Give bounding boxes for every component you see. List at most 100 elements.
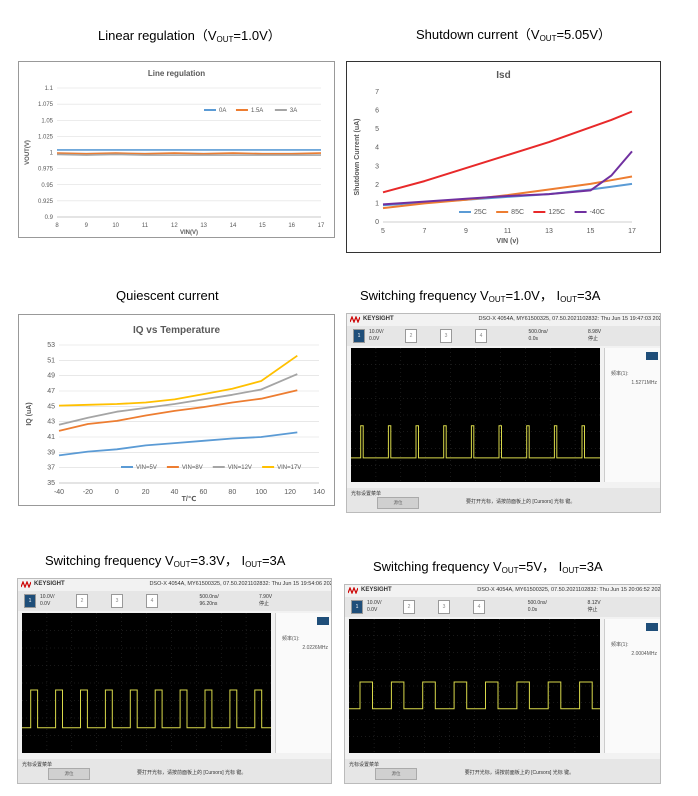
- linereg-legend-label: 1.5A: [251, 108, 263, 114]
- scope-toolbar: 1 10.0V/0.0V 2 3 4 500.0ns/0.0s 8.12V 停止: [345, 597, 660, 617]
- cursor-hint: 要打开光标，请按前面板上的 [Cursors] 光标 键。: [464, 770, 575, 776]
- linereg-xtick-label: 13: [200, 223, 207, 229]
- iq-title: IQ vs Temperature: [133, 325, 221, 336]
- iq-legend-label: VIN=12V: [228, 465, 252, 471]
- iq-chart-panel: IQ vs Temperature 35 37 39 41 43 45 47 49 51 53 -40…: [18, 314, 335, 506]
- scope-header: KEYSIGHT DSO-X 4054A, MY61500325, 07.50.2…: [18, 579, 331, 591]
- isd-ytick-label: 5: [375, 126, 379, 133]
- linereg-ytick-label: 0.9: [45, 215, 54, 221]
- channel-1-button[interactable]: 1: [351, 600, 363, 614]
- linereg-xlabel: VIN(V): [180, 230, 198, 236]
- frequency-readout: 1.5271MHz: [631, 380, 657, 386]
- iq-series-vin-8v: [58, 389, 298, 432]
- isd-legend-label: 25C: [474, 209, 487, 216]
- line-regulation-chart-panel: Line regulation 0.9 0.925 0.95 0.975 1 1.025 1.…: [18, 61, 335, 238]
- scope-brand: KEYSIGHT: [363, 316, 394, 322]
- isd-ytick-label: 6: [375, 108, 379, 115]
- isd-ytick-label: 1: [375, 200, 379, 207]
- measure-menu-button[interactable]: [317, 617, 329, 625]
- iq-ytick-label: 51: [47, 357, 55, 364]
- isd-legend-label: 85C: [511, 209, 524, 216]
- cursor-source-button[interactable]: 源位: [377, 497, 419, 509]
- scope-trace: [349, 619, 600, 753]
- scope-footer: 光标设置菜单 源位 要打开光标，请按前面板上的 [Cursors] 光标 键。: [345, 759, 660, 783]
- keysight-wave-icon: [347, 586, 359, 595]
- iq-ytick-label: 41: [47, 434, 55, 441]
- caption-linear-regulation: Linear regulation（VOUT=1.0V）: [98, 28, 281, 44]
- measure-menu-button[interactable]: [646, 352, 658, 360]
- isd-xlabel: VIN (v): [496, 238, 518, 245]
- timebase-scale: 500.0ns/: [527, 600, 547, 606]
- keysight-logo-icon: [347, 586, 359, 595]
- iq-xtick-label: 100: [255, 489, 267, 496]
- linereg-ytick-label: 1.1: [45, 86, 54, 92]
- keysight-logo-icon: [349, 315, 361, 324]
- scope-model-info: DSO-X 4054A, MY61500325, 07.50.202110283…: [477, 587, 661, 593]
- iq-xtick-label: -40: [54, 489, 64, 496]
- trigger-level: 8.98V: [588, 329, 602, 335]
- channel-3-button[interactable]: 3: [438, 600, 450, 614]
- iq-legend-label: VIN=8V: [182, 465, 203, 471]
- linereg-ytick-label: 0.925: [38, 199, 54, 205]
- isd-ytick-label: 2: [375, 182, 379, 189]
- linereg-ytick-label: 0.95: [41, 183, 53, 189]
- channel-2-button[interactable]: 2: [403, 600, 415, 614]
- cursor-source-button[interactable]: 源位: [48, 768, 90, 780]
- channel-scale: 10.0V/: [40, 594, 55, 600]
- line-regulation-chart: Line regulation 0.9 0.925 0.95 0.975 1 1.025 1.…: [25, 69, 325, 236]
- scope-trace: [351, 348, 600, 482]
- channel-1-button[interactable]: 1: [24, 594, 36, 608]
- iq-xtick-label: 0: [115, 489, 119, 496]
- channel-3-button[interactable]: 3: [440, 329, 452, 343]
- caption-switching-1v: Switching frequency VOUT=1.0V， IOUT=3A: [360, 288, 601, 304]
- cursor-source-button[interactable]: 源位: [375, 768, 417, 780]
- channel-offset: 0.0V: [40, 601, 51, 607]
- channel-4-button[interactable]: 4: [475, 329, 487, 343]
- isd-ytick-label: 3: [375, 163, 379, 170]
- iq-ytick-label: 35: [47, 480, 55, 487]
- linereg-series-3a: [56, 153, 321, 156]
- channel-2-button[interactable]: 2: [76, 594, 88, 608]
- scope-measure-panel: 频率(1): 2.0004MHz: [604, 619, 660, 753]
- iq-ytick-label: 53: [47, 342, 55, 349]
- linereg-xtick-label: 14: [230, 223, 237, 229]
- run-stop-status: 停止: [587, 607, 598, 613]
- channel-3-button[interactable]: 3: [111, 594, 123, 608]
- cursor-menu-label: 光标设置菜单: [349, 762, 380, 768]
- linereg-xtick-label: 17: [318, 223, 325, 229]
- caption-shutdown-current: Shutdown current（VOUT=5.05V）: [416, 27, 612, 43]
- iq-ytick-label: 45: [47, 403, 55, 410]
- scope-5v: KEYSIGHT DSO-X 4054A, MY61500325, 07.50.2…: [344, 584, 661, 784]
- channel-scale: 10.0V/: [367, 600, 382, 606]
- linereg-legend-label: 3A: [290, 108, 297, 114]
- frequency-readout: 2.0004MHz: [631, 651, 657, 657]
- channel-offset: 0.0V: [367, 607, 378, 613]
- iq-xtick-label: -20: [83, 489, 93, 496]
- keysight-wave-icon: [349, 315, 361, 324]
- channel-4-button[interactable]: 4: [473, 600, 485, 614]
- isd-xtick-label: 11: [504, 228, 511, 235]
- caption-quiescent-current: Quiescent current: [116, 288, 219, 303]
- iq-chart: IQ vs Temperature 35 37 39 41 43 45 47 49 51 53 -40…: [26, 325, 325, 503]
- scope-model-info: DSO-X 4054A, MY61500325, 07.50.202110283…: [478, 316, 661, 322]
- scope-screen: [22, 613, 271, 753]
- channel-4-button[interactable]: 4: [146, 594, 158, 608]
- linereg-series-1-5a: [56, 152, 322, 155]
- run-stop-status: 停止: [259, 601, 270, 607]
- scope-1v: KEYSIGHT DSO-X 4054A, MY61500325, 07.50.2…: [346, 313, 661, 513]
- iq-ytick-label: 49: [47, 373, 55, 380]
- isd-xtick-label: 5: [381, 228, 385, 235]
- scope-footer: 光标设置菜单 源位 要打开光标，请按前面板上的 [Cursors] 光标 键。: [347, 488, 660, 512]
- measure-label: 频率(1):: [282, 636, 300, 642]
- run-stop-status: 停止: [588, 336, 599, 342]
- measure-menu-button[interactable]: [646, 623, 658, 631]
- isd-ytick-label: 0: [375, 219, 379, 226]
- isd-xtick-label: 9: [464, 228, 468, 235]
- channel-offset: 0.0V: [369, 336, 380, 342]
- iq-xlabel: T/℃: [182, 495, 197, 503]
- channel-2-button[interactable]: 2: [405, 329, 417, 343]
- linereg-ytick-label: 1.025: [38, 134, 54, 140]
- trigger-level: 8.12V: [587, 600, 601, 606]
- iq-xtick-label: 20: [142, 489, 150, 496]
- channel-1-button[interactable]: 1: [353, 329, 365, 343]
